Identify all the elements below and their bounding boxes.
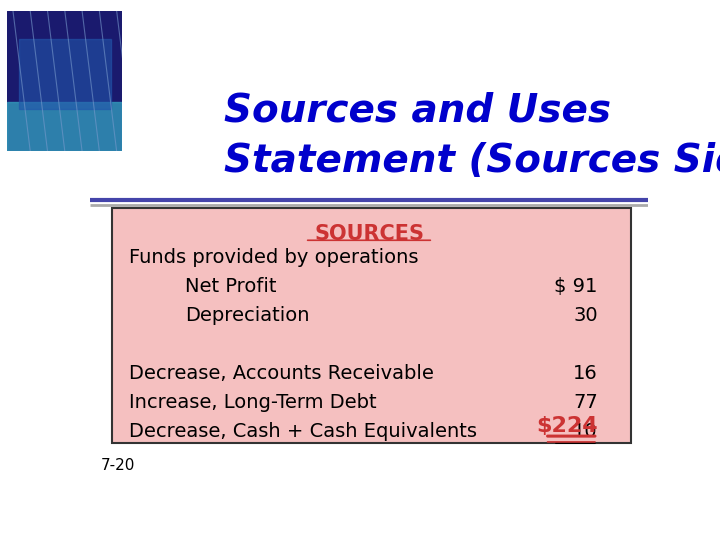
Text: 7-20: 7-20 <box>101 458 135 472</box>
Text: 30: 30 <box>573 306 598 325</box>
Text: 16: 16 <box>573 364 598 383</box>
Text: $224: $224 <box>536 416 598 436</box>
Text: Sources and Uses: Sources and Uses <box>224 92 611 130</box>
Text: $ 91: $ 91 <box>554 277 598 296</box>
FancyBboxPatch shape <box>112 208 631 443</box>
Text: Net Profit: Net Profit <box>185 277 276 296</box>
Bar <box>19 39 111 109</box>
Text: Depreciation: Depreciation <box>185 306 310 325</box>
Text: 77: 77 <box>573 393 598 412</box>
Bar <box>7 102 122 151</box>
Text: Decrease, Cash + Cash Equivalents: Decrease, Cash + Cash Equivalents <box>129 422 477 441</box>
Text: Statement (Sources Side): Statement (Sources Side) <box>224 141 720 180</box>
Text: Decrease, Accounts Receivable: Decrease, Accounts Receivable <box>129 364 434 383</box>
Text: Increase, Long-Term Debt: Increase, Long-Term Debt <box>129 393 377 412</box>
Text: SOURCES: SOURCES <box>314 224 424 244</box>
Text: 10: 10 <box>573 422 598 441</box>
Text: Funds provided by operations: Funds provided by operations <box>129 248 418 267</box>
